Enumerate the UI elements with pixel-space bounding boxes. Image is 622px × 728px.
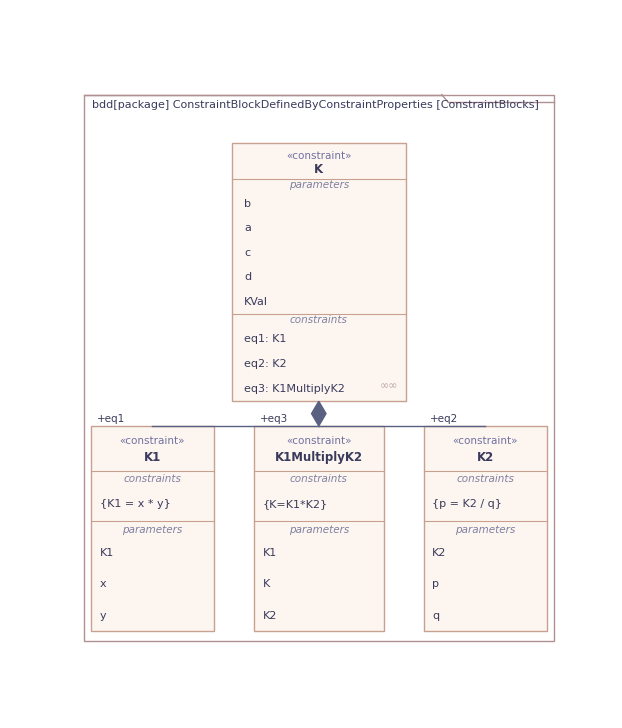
Text: parameters: parameters bbox=[289, 181, 349, 191]
FancyBboxPatch shape bbox=[424, 427, 547, 631]
Text: bdd[package] ConstraintBlockDefinedByConstraintProperties [ConstraintBlocks]: bdd[package] ConstraintBlockDefinedByCon… bbox=[92, 100, 539, 110]
Polygon shape bbox=[312, 401, 326, 426]
FancyBboxPatch shape bbox=[91, 427, 214, 631]
Text: constraints: constraints bbox=[456, 474, 514, 484]
Text: KVal: KVal bbox=[244, 296, 268, 306]
Text: «constraint»: «constraint» bbox=[452, 436, 518, 446]
FancyBboxPatch shape bbox=[232, 143, 406, 401]
Text: {p = K2 / q}: {p = K2 / q} bbox=[432, 499, 502, 510]
Text: +eq1: +eq1 bbox=[97, 414, 126, 424]
Text: K1MultiplyK2: K1MultiplyK2 bbox=[275, 451, 363, 464]
Text: K1: K1 bbox=[263, 548, 277, 558]
Text: b: b bbox=[244, 199, 251, 209]
Text: x: x bbox=[100, 579, 106, 590]
Text: constraints: constraints bbox=[290, 474, 348, 484]
Text: «constraint»: «constraint» bbox=[119, 436, 185, 446]
Text: K: K bbox=[314, 163, 323, 176]
Text: K: K bbox=[263, 579, 270, 590]
Text: eq3: K1MultiplyK2: eq3: K1MultiplyK2 bbox=[244, 384, 345, 394]
Text: constraints: constraints bbox=[124, 474, 182, 484]
Text: «constraint»: «constraint» bbox=[286, 151, 351, 161]
Text: a: a bbox=[244, 223, 251, 234]
Text: +eq2: +eq2 bbox=[430, 414, 458, 424]
Text: ∞∞: ∞∞ bbox=[380, 381, 399, 391]
Text: eq1: K1: eq1: K1 bbox=[244, 334, 287, 344]
FancyBboxPatch shape bbox=[254, 427, 384, 631]
Text: c: c bbox=[244, 248, 250, 258]
Text: +eq3: +eq3 bbox=[260, 414, 289, 424]
Text: d: d bbox=[244, 272, 251, 282]
Text: K2: K2 bbox=[263, 611, 277, 620]
Text: y: y bbox=[100, 611, 106, 620]
Text: {K1 = x * y}: {K1 = x * y} bbox=[100, 499, 170, 510]
Text: p: p bbox=[432, 579, 439, 590]
Text: parameters: parameters bbox=[455, 525, 515, 534]
Text: K2: K2 bbox=[432, 548, 447, 558]
Text: K2: K2 bbox=[476, 451, 494, 464]
Text: eq2: K2: eq2: K2 bbox=[244, 359, 287, 369]
Text: K1: K1 bbox=[144, 451, 161, 464]
Text: «constraint»: «constraint» bbox=[286, 436, 351, 446]
Text: parameters: parameters bbox=[289, 525, 349, 534]
Text: {K=K1*K2}: {K=K1*K2} bbox=[263, 499, 328, 510]
Text: parameters: parameters bbox=[123, 525, 183, 534]
Text: constraints: constraints bbox=[290, 315, 348, 325]
Text: q: q bbox=[432, 611, 439, 620]
Text: K1: K1 bbox=[100, 548, 114, 558]
